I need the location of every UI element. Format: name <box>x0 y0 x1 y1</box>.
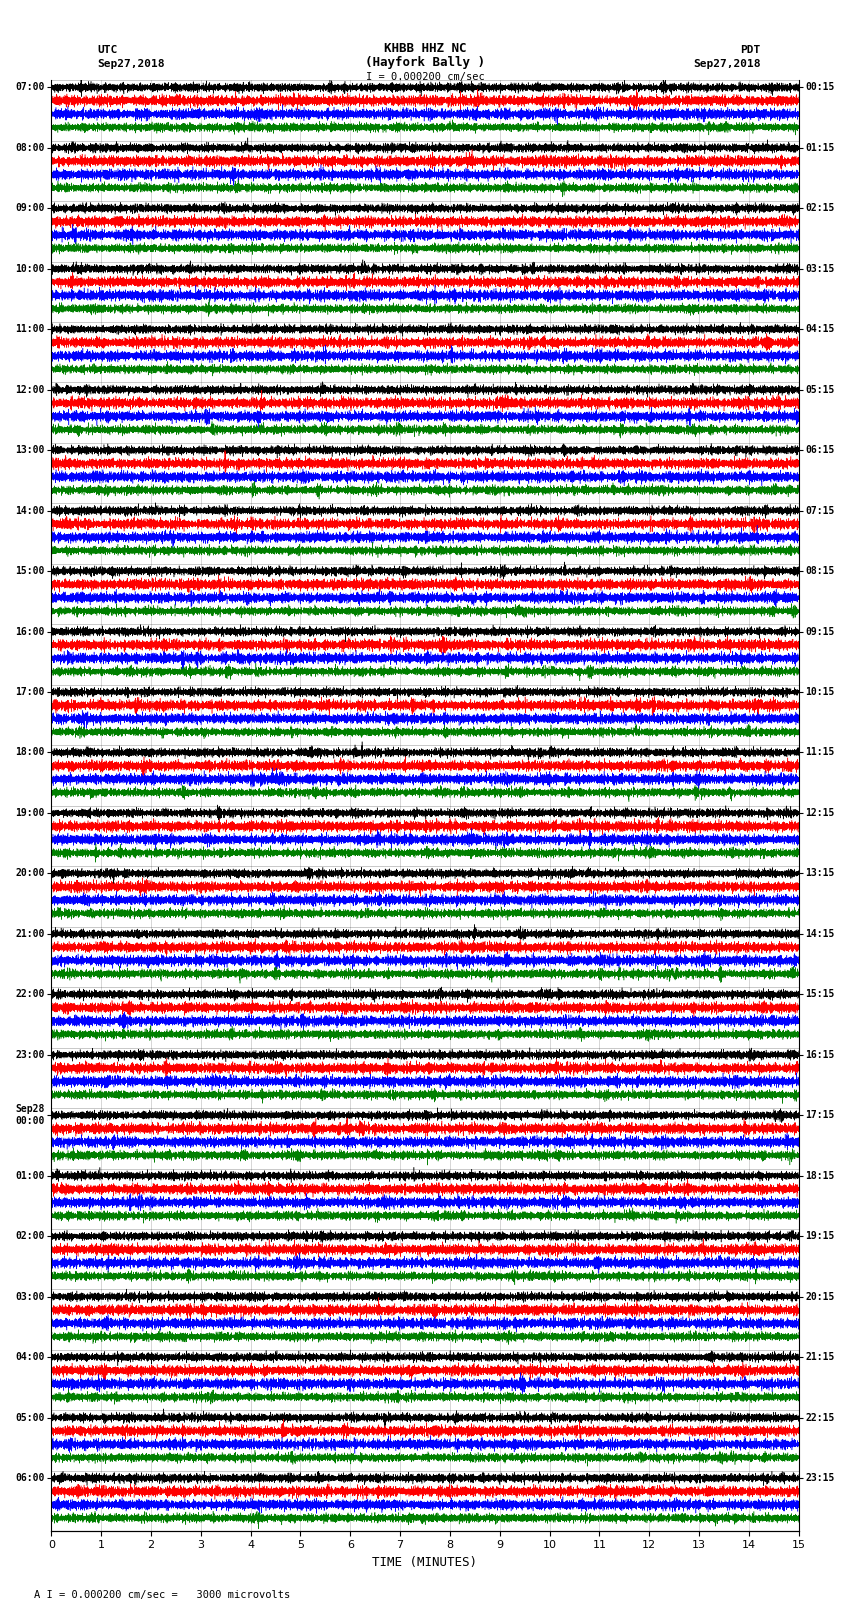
X-axis label: TIME (MINUTES): TIME (MINUTES) <box>372 1557 478 1569</box>
Text: KHBB HHZ NC: KHBB HHZ NC <box>383 42 467 55</box>
Text: UTC: UTC <box>98 45 118 55</box>
Text: I = 0.000200 cm/sec: I = 0.000200 cm/sec <box>366 73 484 82</box>
Text: (Hayfork Bally ): (Hayfork Bally ) <box>365 56 485 69</box>
Text: Sep27,2018: Sep27,2018 <box>98 60 165 69</box>
Text: Sep27,2018: Sep27,2018 <box>694 60 761 69</box>
Text: A I = 0.000200 cm/sec =   3000 microvolts: A I = 0.000200 cm/sec = 3000 microvolts <box>34 1590 290 1600</box>
Text: PDT: PDT <box>740 45 761 55</box>
